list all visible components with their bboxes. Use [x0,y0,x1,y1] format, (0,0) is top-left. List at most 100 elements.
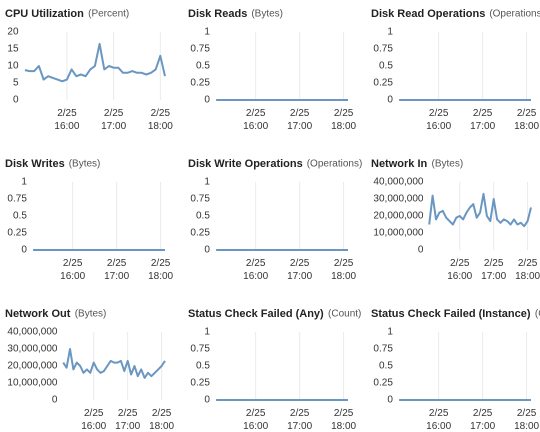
x-tick-label: 2/25 16:00 [243,108,269,132]
x-tick-label-box: 2/25 16:00 [60,258,86,282]
y-tick-label: 0.25 [373,378,393,389]
chart-unit: (Operations) [489,9,540,20]
chart-title: Disk Write Operations [188,158,303,170]
x-tick-label-box: 2/25 17:00 [101,108,126,132]
x-tick-label: 2/25 17:00 [481,258,507,282]
y-tick-label: 5 [13,78,19,89]
y-tick-label: 0.75 [190,44,210,55]
x-tick-label: 2/25 17:00 [470,108,496,132]
y-tick-label: 0.25 [7,228,27,239]
chart-title: Disk Read Operations [371,8,485,20]
x-tick-label-box: 2/25 18:00 [514,108,540,132]
y-tick-label: 40,000,000 [373,177,423,188]
x-tick-label-box: 2/25 17:00 [115,408,141,432]
chart-panel: Disk Write Operations (Operations) 0 0.25 0.… [188,158,363,282]
y-tick-label: 0.25 [190,378,210,389]
y-tick-label: 0 [52,395,58,406]
x-tick-label: 2/25 18:00 [331,258,357,282]
x-tick-label-box: 2/25 18:00 [148,258,173,282]
y-tick-label: 20,000,000 [7,361,57,372]
x-tick-label-box: 2/25 16:00 [81,408,107,432]
y-tick-label: 0.75 [7,194,27,205]
y-tick-label: 0.75 [373,44,393,55]
chart-panel: Network In (Bytes) 0 10,000,000 20,000,000 30… [371,158,540,282]
x-tick-label-box: 2/25 16:00 [447,258,473,282]
chart-title: Disk Reads [188,8,247,20]
y-tick-label: 0.75 [190,344,210,355]
x-tick-label-box: 2/25 18:00 [149,408,175,432]
x-tick-label: 2/25 16:00 [426,108,452,132]
y-tick-label: 10,000,000 [7,378,57,389]
x-tick-label-box: 2/25 18:00 [148,108,173,132]
x-tick-label-box: 2/25 16:00 [426,408,452,432]
y-tick-label: 1 [21,177,27,188]
y-tick-label: 1 [204,27,210,38]
y-tick-label: 0 [13,95,19,106]
y-tick-label: 0.5 [196,61,210,72]
chart-title: Disk Writes [5,158,65,170]
chart-panel: Network Out (Bytes) 0 10,000,000 20,000,000 3… [5,308,175,432]
x-tick-label-box: 2/25 17:00 [470,108,496,132]
chart-title: Status Check Failed (Any) [188,308,324,320]
y-tick-label: 30,000,000 [373,194,423,205]
x-tick-label: 2/25 16:00 [243,408,269,432]
data-line [62,348,166,379]
x-tick-label-box: 2/25 16:00 [54,108,80,132]
y-tick-label: 0.75 [373,344,393,355]
chart-title: Status Check Failed (Instance) [371,308,531,320]
x-tick-label: 2/25 18:00 [514,408,540,432]
y-tick-label: 0.25 [190,228,210,239]
x-tick-label: 2/25 16:00 [81,408,107,432]
y-tick-label: 0 [204,395,210,406]
y-tick-label: 1 [204,177,210,188]
y-tick-label: 0 [204,95,210,106]
y-tick-label: 0.75 [190,194,210,205]
x-tick-label: 2/25 17:00 [115,408,141,432]
chart-panel: Status Check Failed (Instance) (Count) 0 0.… [371,308,540,432]
x-tick-label-box: 2/25 17:00 [287,258,313,282]
chart-unit: (Percent) [88,9,129,20]
chart-unit: (Count) [328,309,361,320]
chart-title: CPU Utilization [5,8,84,20]
x-tick-label: 2/25 18:00 [149,408,175,432]
chart-title: Network In [371,158,428,170]
x-tick-label-box: 2/25 17:00 [104,258,129,282]
x-tick-label-box: 2/25 17:00 [287,408,313,432]
y-tick-label: 20,000,000 [373,211,423,222]
x-tick-label-box: 2/25 16:00 [243,408,269,432]
x-tick-label: 2/25 16:00 [426,408,452,432]
y-tick-label: 0.25 [373,78,393,89]
y-tick-label: 1 [204,327,210,338]
x-tick-label-box: 2/25 17:00 [481,258,507,282]
x-tick-label: 2/25 16:00 [243,258,269,282]
x-tick-label-box: 2/25 18:00 [331,108,356,132]
x-tick-label: 2/25 17:00 [287,408,313,432]
x-tick-label: 2/25 16:00 [54,108,80,132]
x-tick-label: 2/25 17:00 [287,258,313,282]
x-tick-label-box: 2/25 18:00 [515,258,540,282]
y-tick-label: 1 [387,27,393,38]
chart-unit: (Operations) [307,159,363,170]
chart-panel: Disk Writes (Bytes) 0 0.25 0.5 0.75 1 2/25 16:0… [5,158,173,282]
y-tick-label: 0.25 [190,78,210,89]
y-tick-label: 10 [7,61,19,72]
y-tick-label: 0.5 [196,361,210,372]
x-tick-label: 2/25 17:00 [470,408,496,432]
x-tick-label-box: 2/25 18:00 [331,258,357,282]
y-tick-label: 0 [387,95,393,106]
x-tick-label-box: 2/25 18:00 [514,408,540,432]
chart-unit: (Bytes) [75,309,107,320]
x-tick-label: 2/25 16:00 [60,258,86,282]
y-tick-label: 0.5 [13,211,27,222]
y-tick-label: 20 [7,27,19,38]
x-tick-label: 2/25 18:00 [514,108,540,132]
y-tick-label: 0.5 [379,61,393,72]
y-tick-label: 10,000,000 [373,228,423,239]
data-line [428,192,532,228]
chart-unit: (Bytes) [251,9,283,20]
y-tick-label: 15 [7,44,19,55]
y-tick-label: 40,000,000 [7,327,57,338]
x-tick-label: 2/25 16:00 [447,258,473,282]
x-tick-label: 2/25 18:00 [515,258,540,282]
